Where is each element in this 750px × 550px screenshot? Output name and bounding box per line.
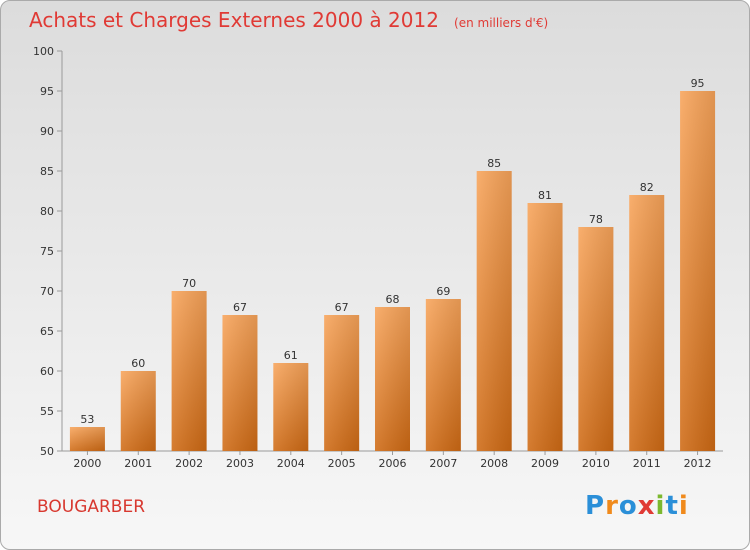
y-tick-label: 80 (40, 205, 54, 218)
bars (69, 91, 716, 451)
x-tick-label: 2003 (226, 457, 254, 470)
data-label: 95 (691, 77, 705, 90)
x-tick-label: 2011 (633, 457, 661, 470)
y-tick-label: 95 (40, 85, 54, 98)
bar-shade (69, 427, 105, 451)
data-label: 67 (335, 301, 349, 314)
data-label: 68 (386, 293, 400, 306)
data-label: 78 (589, 213, 603, 226)
x-tick-label: 2008 (480, 457, 508, 470)
bar-shade (222, 315, 258, 451)
logo-letter: P (585, 491, 606, 521)
x-tick-label: 2004 (277, 457, 305, 470)
proxiti-logo: Proxiti (585, 491, 689, 521)
data-label: 67 (233, 301, 247, 314)
data-label: 69 (436, 285, 450, 298)
bar-shade (425, 299, 461, 451)
bar-shade (273, 363, 309, 451)
logo-letter: r (605, 491, 619, 521)
data-label: 70 (182, 277, 196, 290)
data-label: 82 (640, 181, 654, 194)
x-tick-label: 2012 (684, 457, 712, 470)
city-name: BOUGARBER (37, 497, 146, 517)
y-tick-label: 85 (40, 165, 54, 178)
y-tick-label: 60 (40, 365, 54, 378)
y-tick-label: 90 (40, 125, 54, 138)
data-label: 60 (131, 357, 145, 370)
logo-letter: x (637, 491, 656, 521)
logo-letter: i (678, 491, 689, 521)
logo-letter: t (665, 491, 679, 521)
chart-unit: (en milliers d'€) (454, 16, 549, 30)
bar-shade (324, 315, 360, 451)
bar-shade (629, 195, 665, 451)
bar-shade (171, 291, 207, 451)
x-tick-label: 2006 (379, 457, 407, 470)
bar-shade (476, 171, 512, 451)
y-tick-label: 100 (33, 45, 54, 58)
y-tick-label: 50 (40, 445, 54, 458)
y-tick-label: 75 (40, 245, 54, 258)
bar-shade (578, 227, 614, 451)
data-label: 85 (487, 157, 501, 170)
bar-shade (375, 307, 410, 451)
x-tick-label: 2009 (531, 457, 559, 470)
x-tick-label: 2010 (582, 457, 610, 470)
chart-title: Achats et Charges Externes 2000 à 2012 (29, 8, 439, 32)
data-labels: 53 60 70 67 61 67 68 69 85 81 78 82 95 (80, 77, 704, 426)
chart-title-block: Achats et Charges Externes 2000 à 2012 (… (29, 8, 548, 32)
x-tick-label: 2007 (429, 457, 457, 470)
y-tick-label: 55 (40, 405, 54, 418)
x-tick-label: 2005 (328, 457, 356, 470)
bar-shade (527, 203, 563, 451)
x-tick-label: 2002 (175, 457, 203, 470)
data-label: 81 (538, 189, 552, 202)
x-tick-label: 2001 (124, 457, 152, 470)
bar-shade (680, 91, 716, 451)
y-tick-label: 70 (40, 285, 54, 298)
axes: 50 55 60 65 70 75 80 85 90 95 100 2000 2001 2002 2003 2… (33, 45, 723, 470)
logo-letter: i (655, 491, 666, 521)
x-tick-label: 2000 (73, 457, 101, 470)
bar-shade (120, 371, 156, 451)
logo-letter: o (618, 491, 638, 521)
data-label: 61 (284, 349, 298, 362)
data-label: 53 (80, 413, 94, 426)
y-tick-label: 65 (40, 325, 54, 338)
